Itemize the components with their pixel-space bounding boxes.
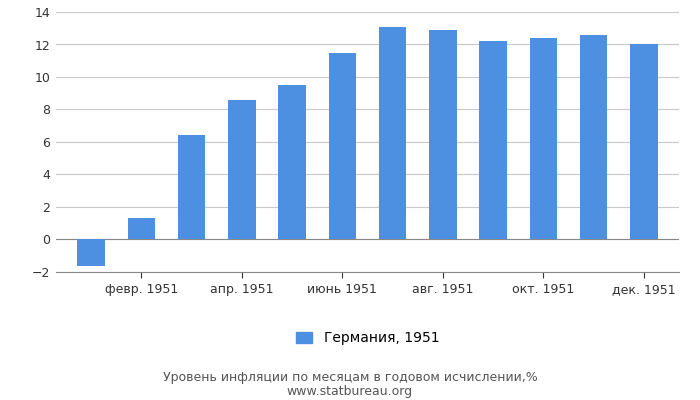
Text: www.statbureau.org: www.statbureau.org: [287, 386, 413, 398]
Bar: [379, 27, 407, 240]
Bar: [580, 35, 608, 240]
Bar: [78, 240, 105, 266]
Bar: [228, 100, 256, 240]
Bar: [529, 38, 557, 240]
Bar: [429, 30, 456, 240]
Bar: [127, 218, 155, 240]
Bar: [480, 41, 507, 240]
Text: Уровень инфляции по месяцам в годовом исчислении,%: Уровень инфляции по месяцам в годовом ис…: [162, 372, 538, 384]
Bar: [328, 53, 356, 240]
Bar: [630, 44, 657, 240]
Bar: [279, 85, 306, 240]
Bar: [178, 136, 206, 240]
Legend: Германия, 1951: Германия, 1951: [290, 326, 444, 351]
